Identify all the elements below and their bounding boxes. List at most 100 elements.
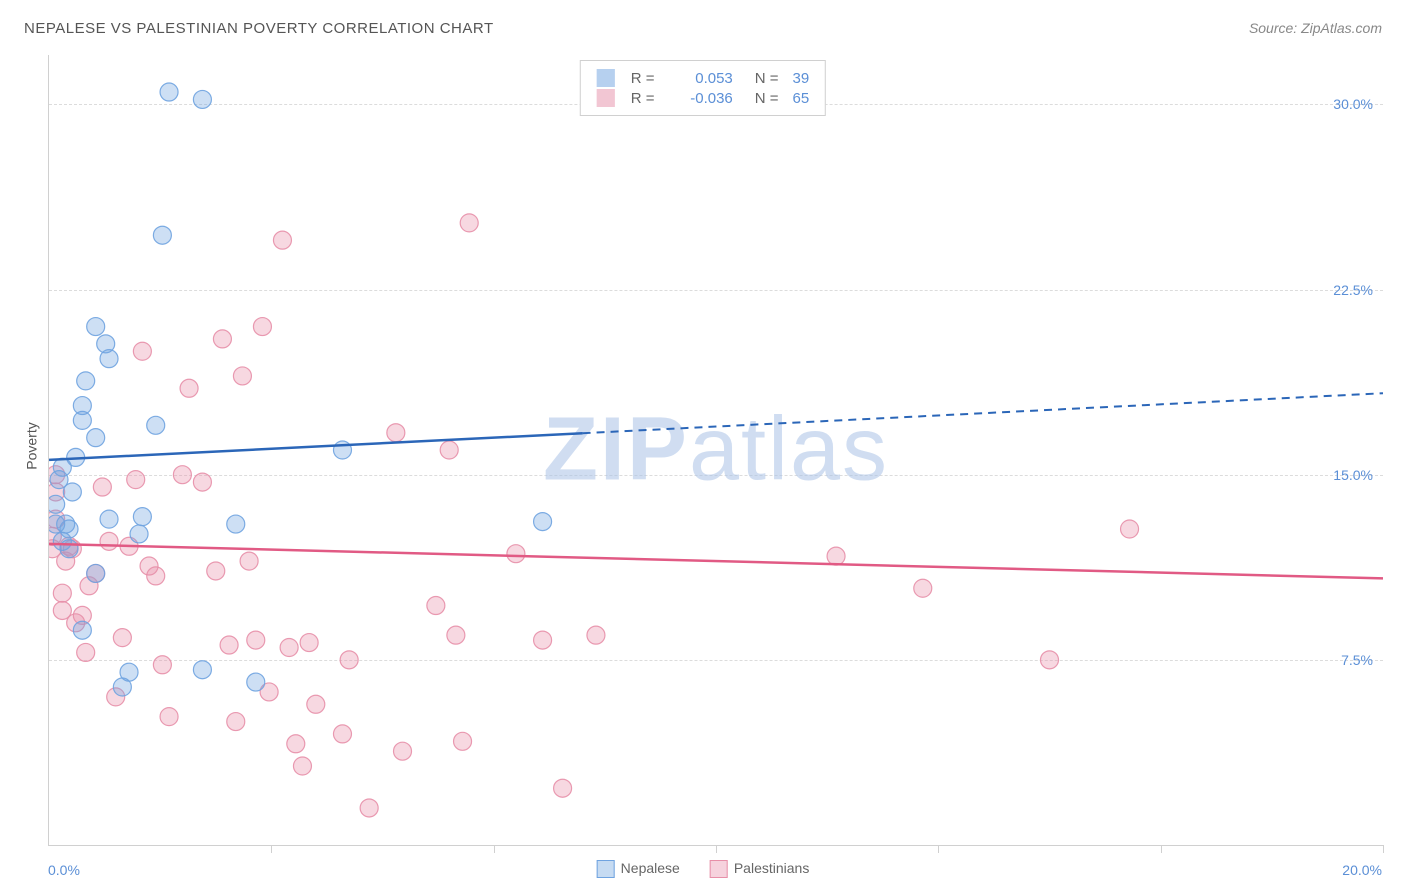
source-label: Source: ZipAtlas.com <box>1249 20 1382 36</box>
chart-title: NEPALESE VS PALESTINIAN POVERTY CORRELAT… <box>24 20 494 37</box>
data-point <box>53 584 71 602</box>
data-point <box>1041 651 1059 669</box>
data-point <box>160 83 178 101</box>
legend-swatch <box>710 860 728 878</box>
data-point <box>307 695 325 713</box>
data-point <box>173 466 191 484</box>
data-point <box>87 429 105 447</box>
legend-label: Nepalese <box>621 860 680 876</box>
data-point <box>287 735 305 753</box>
x-tick <box>271 845 272 853</box>
legend-row: R = 0.053 N = 39 <box>597 69 809 87</box>
data-point <box>49 495 65 513</box>
data-point <box>293 757 311 775</box>
data-point <box>87 564 105 582</box>
data-point <box>60 540 78 558</box>
x-tick <box>716 845 717 853</box>
r-value: 0.053 <box>673 70 733 87</box>
data-point <box>193 661 211 679</box>
data-point <box>207 562 225 580</box>
x-axis-min-label: 0.0% <box>48 862 80 878</box>
data-point <box>133 508 151 526</box>
data-point <box>100 510 118 528</box>
data-point <box>120 663 138 681</box>
data-point <box>247 673 265 691</box>
data-point <box>440 441 458 459</box>
chart-area: ZIPatlas 7.5%15.0%22.5%30.0% <box>48 55 1383 846</box>
data-point <box>73 397 91 415</box>
trend-line <box>49 433 583 460</box>
x-tick <box>494 845 495 853</box>
data-point <box>130 525 148 543</box>
data-point <box>73 621 91 639</box>
data-point <box>534 513 552 531</box>
data-point <box>1121 520 1139 538</box>
scatter-plot <box>49 55 1383 845</box>
correlation-legend: R = 0.053 N = 39 R = -0.036 N = 65 <box>580 60 826 116</box>
legend-item: Nepalese <box>597 860 680 878</box>
r-label: R = <box>631 70 663 87</box>
legend-item: Palestinians <box>710 860 810 878</box>
data-point <box>113 629 131 647</box>
data-point <box>193 473 211 491</box>
data-point <box>60 520 78 538</box>
data-point <box>220 636 238 654</box>
legend-swatch <box>597 89 615 107</box>
data-point <box>77 643 95 661</box>
data-point <box>87 318 105 336</box>
data-point <box>360 799 378 817</box>
data-point <box>914 579 932 597</box>
data-point <box>253 318 271 336</box>
x-tick <box>1383 845 1384 853</box>
y-axis-label: Poverty <box>24 422 40 469</box>
data-point <box>180 379 198 397</box>
n-label: N = <box>755 70 779 87</box>
data-point <box>827 547 845 565</box>
data-point <box>454 732 472 750</box>
x-tick <box>1161 845 1162 853</box>
data-point <box>227 713 245 731</box>
data-point <box>100 532 118 550</box>
data-point <box>333 725 351 743</box>
data-point <box>427 597 445 615</box>
data-point <box>127 471 145 489</box>
data-point <box>93 478 111 496</box>
data-point <box>160 708 178 726</box>
legend-row: R = -0.036 N = 65 <box>597 89 809 107</box>
data-point <box>587 626 605 644</box>
n-label: N = <box>755 90 779 107</box>
data-point <box>213 330 231 348</box>
data-point <box>100 350 118 368</box>
series-legend: Nepalese Palestinians <box>597 860 810 878</box>
data-point <box>147 567 165 585</box>
data-point <box>534 631 552 649</box>
data-point <box>63 483 81 501</box>
data-point <box>227 515 245 533</box>
data-point <box>147 416 165 434</box>
data-point <box>447 626 465 644</box>
data-point <box>153 226 171 244</box>
r-label: R = <box>631 90 663 107</box>
n-value: 39 <box>793 70 810 87</box>
legend-label: Palestinians <box>734 860 810 876</box>
data-point <box>554 779 572 797</box>
data-point <box>133 342 151 360</box>
n-value: 65 <box>793 90 810 107</box>
data-point <box>387 424 405 442</box>
data-point <box>247 631 265 649</box>
trend-line-dashed <box>583 393 1383 433</box>
data-point <box>507 545 525 563</box>
data-point <box>153 656 171 674</box>
x-tick <box>938 845 939 853</box>
data-point <box>340 651 358 669</box>
r-value: -0.036 <box>673 90 733 107</box>
data-point <box>460 214 478 232</box>
data-point <box>233 367 251 385</box>
legend-swatch <box>597 860 615 878</box>
data-point <box>77 372 95 390</box>
data-point <box>280 639 298 657</box>
data-point <box>193 90 211 108</box>
data-point <box>240 552 258 570</box>
data-point <box>273 231 291 249</box>
x-axis-max-label: 20.0% <box>1342 862 1382 878</box>
